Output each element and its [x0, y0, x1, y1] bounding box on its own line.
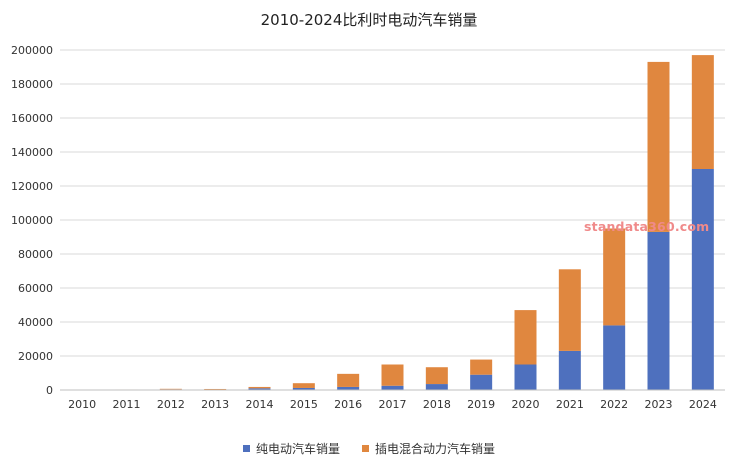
- grid-lines: [60, 49, 725, 357]
- x-tick-label: 2017: [379, 398, 407, 411]
- x-tick-label: 2011: [113, 398, 141, 411]
- bar-phev-2018[interactable]: [425, 367, 448, 385]
- legend-label-bev: 纯电动汽车销量: [255, 442, 340, 456]
- bar-bev-2018[interactable]: [425, 384, 448, 390]
- y-tick-label: 140000: [11, 146, 53, 159]
- y-tick-label: 20000: [18, 350, 53, 363]
- y-tick-label: 160000: [11, 112, 53, 125]
- x-tick-label: 2010: [68, 398, 96, 411]
- bar-bev-2024[interactable]: [691, 169, 714, 390]
- bar-bev-2023[interactable]: [647, 231, 670, 390]
- y-tick-labels: 0 20000 40000 60000 80000 100000 120000 140000 1…: [11, 44, 53, 397]
- watermark: standata360.com: [584, 219, 710, 234]
- x-tick-label: 2022: [600, 398, 628, 411]
- chart-title: 2010-2024比利时电动汽车销量: [260, 11, 478, 29]
- legend-item-bev[interactable]: 纯电动汽车销量: [242, 440, 340, 457]
- x-tick-label: 2013: [201, 398, 229, 411]
- x-tick-label: 2021: [556, 398, 584, 411]
- bar-bev-2022[interactable]: [603, 325, 626, 390]
- legend-item-phev[interactable]: 插电混合动力汽车销量: [362, 440, 495, 457]
- bar-phev-2022[interactable]: [603, 228, 626, 326]
- bar-bev-2017[interactable]: [381, 385, 404, 390]
- x-tick-label: 2020: [512, 398, 540, 411]
- bar-bev-2020[interactable]: [514, 364, 537, 391]
- bar-phev-2012[interactable]: [159, 388, 182, 390]
- legend: 纯电动汽车销量 插电混合动力汽车销量: [0, 440, 738, 457]
- bar-phev-2020[interactable]: [514, 310, 537, 365]
- y-tick-label: 200000: [11, 44, 53, 57]
- bar-phev-2023[interactable]: [647, 61, 670, 232]
- bar-bev-2015[interactable]: [292, 387, 315, 390]
- y-tick-label: 100000: [11, 214, 53, 227]
- bar-phev-2013[interactable]: [204, 388, 227, 390]
- bar-phev-2019[interactable]: [470, 359, 493, 375]
- bars: [71, 55, 714, 390]
- y-tick-label: 120000: [11, 180, 53, 193]
- bar-phev-2017[interactable]: [381, 364, 404, 386]
- legend-swatch-phev: [362, 445, 369, 452]
- y-tick-label: 80000: [18, 248, 53, 261]
- bar-bev-2021[interactable]: [558, 350, 581, 390]
- x-tick-label: 2023: [645, 398, 673, 411]
- x-tick-label: 2024: [689, 398, 717, 411]
- y-tick-label: 0: [46, 384, 53, 397]
- bar-phev-2021[interactable]: [558, 269, 581, 351]
- y-tick-label: 60000: [18, 282, 53, 295]
- y-tick-label: 40000: [18, 316, 53, 329]
- bar-phev-2024[interactable]: [691, 55, 714, 169]
- legend-label-phev: 插电混合动力汽车销量: [375, 442, 496, 456]
- x-tick-labels: 2010 2011 2012 2013 2014 2015 2016 2017 2018 2019…: [68, 398, 717, 411]
- legend-swatch-bev: [242, 445, 250, 452]
- y-tick-label: 180000: [11, 78, 53, 91]
- bar-phev-2015[interactable]: [292, 383, 315, 388]
- x-tick-label: 2018: [423, 398, 451, 411]
- x-tick-label: 2012: [157, 398, 185, 411]
- x-tick-label: 2019: [467, 398, 495, 411]
- bar-bev-2014[interactable]: [248, 388, 271, 390]
- bar-phev-2016[interactable]: [337, 373, 360, 387]
- bar-bev-2019[interactable]: [470, 374, 493, 390]
- x-tick-label: 2016: [334, 398, 362, 411]
- x-tick-label: 2015: [290, 398, 318, 411]
- bar-phev-2014[interactable]: [248, 386, 271, 389]
- x-tick-label: 2014: [246, 398, 274, 411]
- bar-bev-2016[interactable]: [337, 386, 360, 390]
